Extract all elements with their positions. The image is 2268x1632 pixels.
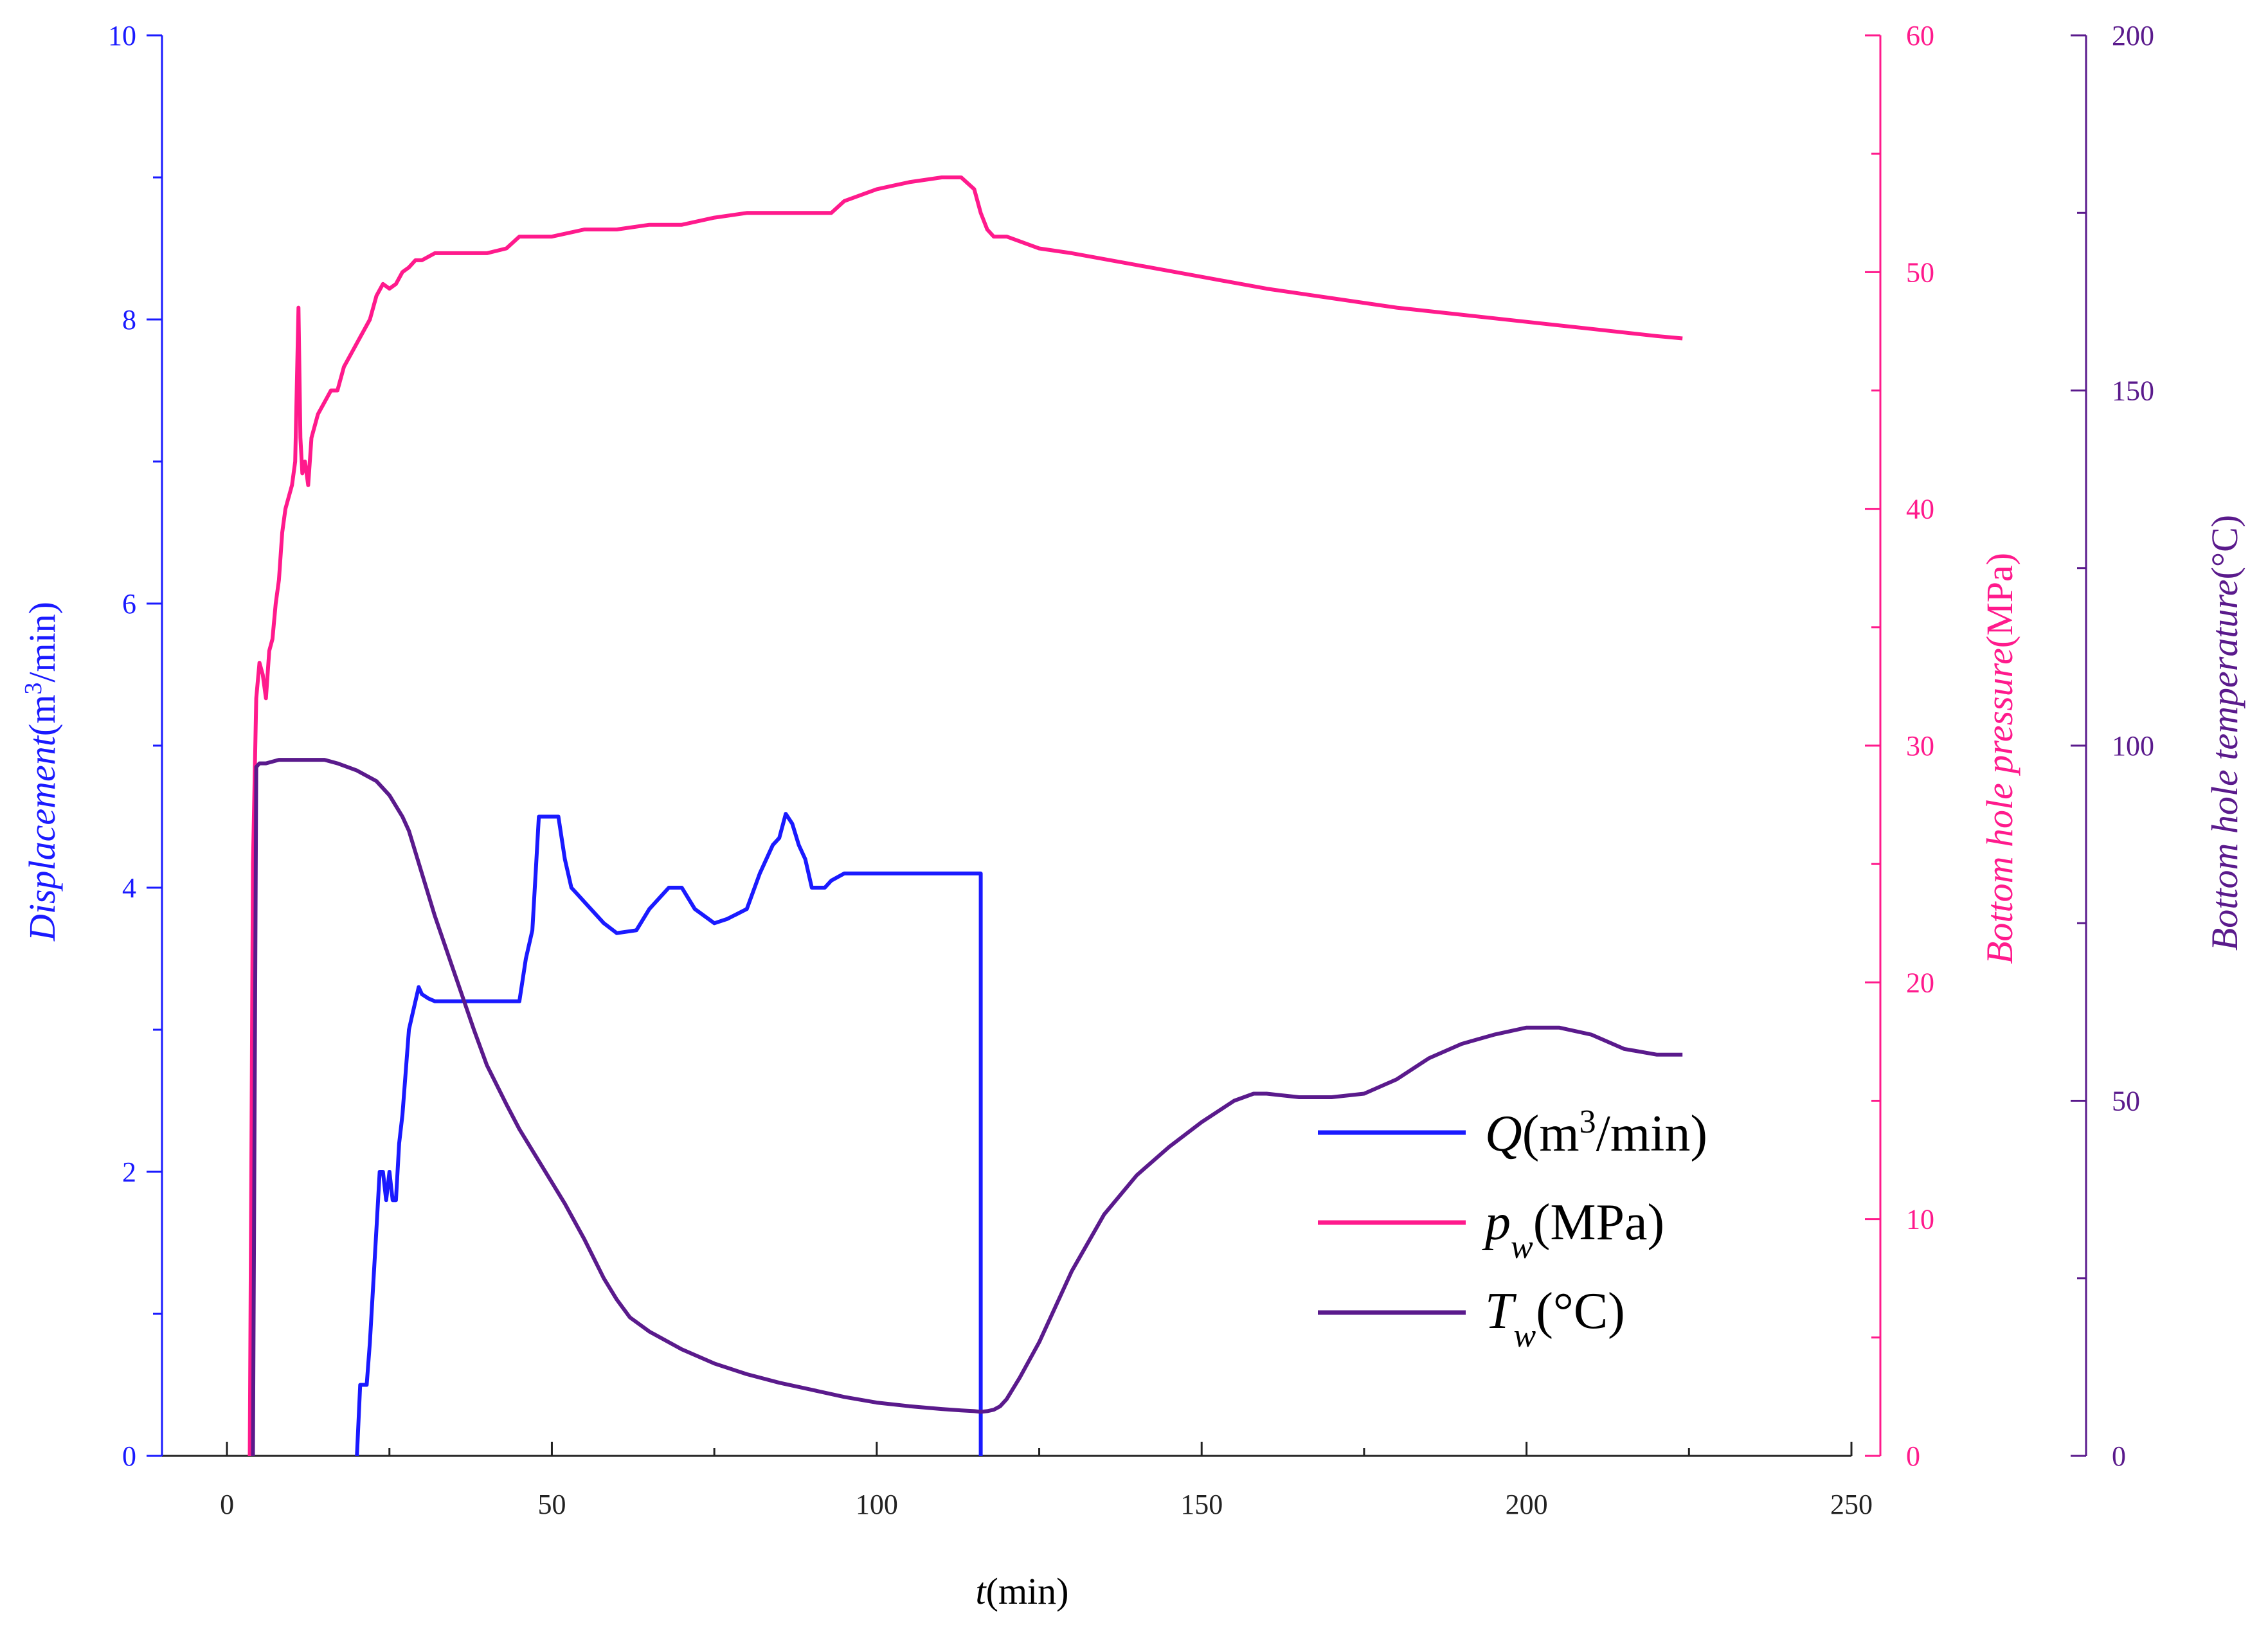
y-right1-tick-label: 0 xyxy=(1906,1440,1920,1472)
y-left-tick-label: 0 xyxy=(122,1440,136,1472)
legend-p-italic: p xyxy=(1482,1194,1511,1251)
x-axis-title-italic: t xyxy=(976,1570,987,1612)
legend-t-italic: T xyxy=(1485,1283,1517,1340)
y-right1-title-unit: (MPa) xyxy=(1979,553,2021,648)
y-right2-tick-label: 150 xyxy=(2112,375,2154,407)
legend-t-unit: (°C) xyxy=(1536,1283,1625,1340)
legend-q-italic: Q xyxy=(1485,1106,1522,1162)
y-right1-tick-label: 10 xyxy=(1906,1204,1934,1235)
y-left-title-unit-b: /min) xyxy=(21,602,63,683)
x-tick-label: 100 xyxy=(856,1489,898,1520)
y-left-tick-label: 8 xyxy=(122,304,136,336)
y-left-axis-title: Displacement(m3/min) xyxy=(20,602,63,942)
legend-label-q: Q(m3/min) xyxy=(1485,1104,1707,1163)
legend-q-sup: 3 xyxy=(1580,1104,1596,1140)
x-tick-label: 250 xyxy=(1830,1489,1873,1520)
axes-layer: 0 50 100 150 200 2500246810010203040506005010… xyxy=(108,20,2154,1520)
legend-label-p: pw(MPa) xyxy=(1482,1194,1664,1266)
y-right1-axis-title: Bottom hole pressure(MPa) xyxy=(1979,553,2021,964)
y-left-title-italic: Displacement xyxy=(21,735,63,942)
q-series-line xyxy=(355,812,983,1457)
x-tick-label: 0 xyxy=(220,1489,234,1520)
y-right2-tick-label: 50 xyxy=(2112,1086,2140,1117)
y-right1-tick-label: 40 xyxy=(1906,494,1934,525)
x-axis-title-unit: (min) xyxy=(986,1570,1069,1612)
series-layer xyxy=(248,175,1683,1457)
temperature-series-line xyxy=(251,758,1683,1457)
y-left-title-unit-a: (m xyxy=(21,695,63,736)
legend-q-unit-a: (m xyxy=(1522,1106,1580,1162)
y-right1-title-italic: Bottom hole pressure xyxy=(1979,648,2021,964)
legend-p-unit: (MPa) xyxy=(1533,1194,1664,1251)
y-left-title-sup: 3 xyxy=(20,683,47,695)
y-left-tick-label: 10 xyxy=(108,20,136,51)
legend-q-unit-b: /min) xyxy=(1596,1106,1707,1162)
x-axis-title: t(min) xyxy=(976,1570,1069,1612)
y-left-tick-label: 2 xyxy=(122,1156,136,1188)
x-tick-label: 50 xyxy=(537,1489,566,1520)
y-right2-title-italic: Bottom hole temperature xyxy=(2204,579,2246,951)
y-right1-tick-label: 50 xyxy=(1906,256,1934,288)
y-right2-title-unit: (°C) xyxy=(2204,515,2246,580)
y-left-tick-label: 4 xyxy=(122,872,136,904)
y-right1-tick-label: 60 xyxy=(1906,20,1934,51)
legend: Q(m3/min) pw(MPa) Tw(°C) xyxy=(1318,1104,1707,1354)
y-right1-tick-label: 20 xyxy=(1906,967,1934,998)
y-right2-tick-label: 100 xyxy=(2112,730,2154,762)
legend-t-sub: w xyxy=(1514,1318,1536,1354)
y-right2-tick-label: 200 xyxy=(2112,20,2154,51)
x-tick-label: 200 xyxy=(1506,1489,1548,1520)
legend-label-t: Tw(°C) xyxy=(1485,1283,1625,1354)
y-right2-tick-label: 0 xyxy=(2112,1440,2126,1472)
legend-p-sub: w xyxy=(1511,1229,1533,1266)
y-right2-axis-title: Bottom hole temperature(°C) xyxy=(2204,515,2246,951)
pressure-series-line xyxy=(248,175,1683,1457)
x-tick-label: 150 xyxy=(1180,1489,1223,1520)
y-right1-tick-label: 30 xyxy=(1906,730,1934,762)
y-left-tick-label: 6 xyxy=(122,588,136,620)
